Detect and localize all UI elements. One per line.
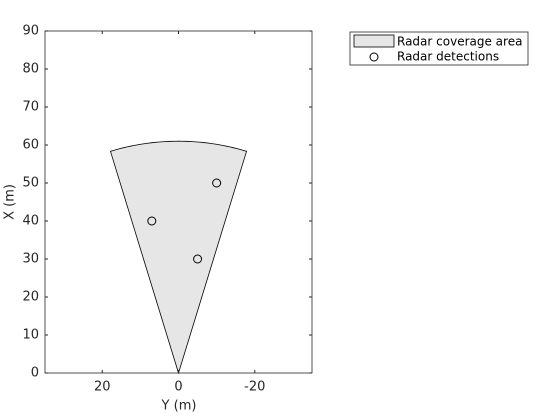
x-tick-label: -20 <box>244 380 265 395</box>
y-tick-label: 50 <box>22 176 39 191</box>
detection-marker <box>147 216 157 226</box>
y-tick-label: 30 <box>22 252 39 267</box>
x-axis-label: Y (m) <box>161 399 197 414</box>
legend-swatch <box>353 34 395 48</box>
y-tick-label: 90 <box>22 24 39 39</box>
detection-marker <box>212 178 222 188</box>
x-tick-label: 0 <box>174 380 182 395</box>
y-tick-label: 40 <box>22 214 39 229</box>
y-tick-label: 0 <box>31 366 39 381</box>
y-axis-label: X (m) <box>3 184 18 220</box>
y-tick-label: 60 <box>22 138 39 153</box>
detection-marker <box>193 254 203 264</box>
legend-label: Radar detections <box>397 50 499 64</box>
legend-marker <box>369 52 379 62</box>
y-tick-label: 20 <box>22 290 39 305</box>
y-tick-label: 80 <box>22 62 39 77</box>
y-tick-label: 70 <box>22 100 39 115</box>
x-tick-label: 20 <box>94 380 111 395</box>
coverage-area <box>109 140 248 375</box>
legend-label: Radar coverage area <box>397 35 522 49</box>
y-tick-label: 10 <box>22 328 39 343</box>
